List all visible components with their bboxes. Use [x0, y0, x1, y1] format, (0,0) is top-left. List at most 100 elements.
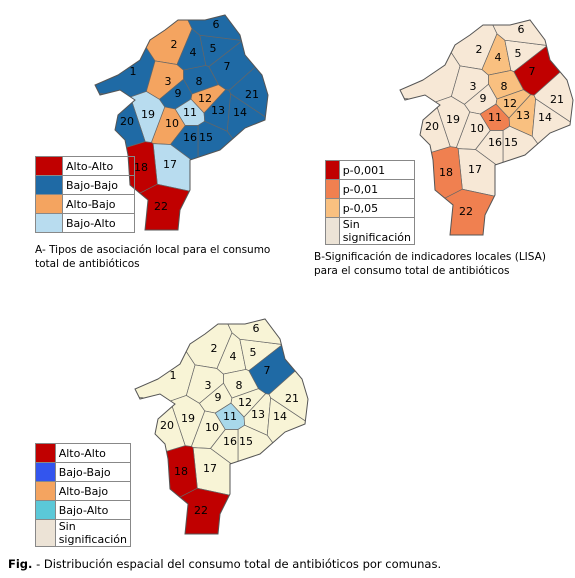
district-label: 16	[223, 435, 237, 448]
map-outline	[399, 19, 574, 236]
district-label: 10	[470, 122, 484, 135]
district-label: 19	[181, 412, 195, 425]
legend: p-0,001 p-0,01 p-0,05 Sin significación	[325, 160, 416, 245]
district-label: 21	[285, 392, 299, 405]
legend-entry: Alto-Bajo	[35, 194, 135, 214]
district-label: 11	[183, 106, 197, 119]
district-label: 17	[468, 163, 482, 176]
district-label: 20	[120, 115, 134, 128]
district-label: 3	[165, 75, 172, 88]
district-label: 18	[134, 161, 148, 174]
district-label: 5	[515, 47, 522, 60]
district-label: 11	[223, 410, 237, 423]
map-outline	[94, 14, 269, 231]
district-label: 8	[236, 379, 243, 392]
district	[135, 445, 198, 529]
district-label: 17	[203, 462, 217, 475]
district-label: 12	[238, 396, 252, 409]
district-label: 5	[210, 42, 217, 55]
legend-label: Bajo-Alto	[62, 213, 135, 233]
district-label: 3	[205, 379, 212, 392]
district-label: 9	[215, 391, 222, 404]
legend-swatch	[35, 156, 63, 176]
district-label: 14	[538, 111, 552, 124]
district-label: 12	[503, 97, 517, 110]
legend-label: p-0,05	[338, 198, 416, 218]
district-label: 22	[194, 504, 208, 517]
district-label: 1	[170, 369, 177, 382]
district-label: 13	[211, 104, 225, 117]
legend-swatch	[35, 481, 56, 501]
legend-entry: p-0,01	[325, 179, 416, 199]
legend-swatch	[35, 175, 63, 195]
district-label: 20	[425, 120, 439, 133]
district-label: 20	[160, 419, 174, 432]
district-label: 22	[459, 205, 473, 218]
figure-text: - Distribución espacial del consumo tota…	[36, 557, 442, 571]
district-label: 15	[199, 131, 213, 144]
district-label: 9	[175, 87, 182, 100]
legend-entry: Bajo-Alto	[35, 500, 132, 520]
legend-swatch	[35, 519, 56, 547]
district-label: 7	[529, 65, 536, 78]
legend-swatch	[35, 213, 63, 233]
district-label: 19	[446, 113, 460, 126]
legend-entry: Bajo-Alto	[35, 213, 135, 233]
district-label: 4	[495, 51, 502, 64]
legend-label: Alto-Alto	[62, 156, 135, 176]
district-label: 19	[141, 108, 155, 121]
legend-entry: Bajo-Bajo	[35, 175, 135, 195]
district-label: 15	[504, 136, 518, 149]
legend-swatch	[325, 160, 340, 180]
district-label: 21	[550, 93, 564, 106]
districts	[135, 319, 308, 534]
legend-entry: p-0,001	[325, 160, 416, 180]
legend-swatch	[35, 462, 56, 482]
legend-label: Bajo-Bajo	[62, 175, 135, 195]
district-label: 6	[253, 322, 260, 335]
district	[416, 20, 498, 70]
legend-swatch	[35, 500, 56, 520]
district-label: 13	[251, 408, 265, 421]
district-label: 1	[130, 65, 137, 78]
legend-entry: Alto-Alto	[35, 443, 132, 463]
legend-label: Alto-Alto	[54, 443, 132, 463]
legend-swatch	[325, 217, 340, 245]
legend-label: Sin significación	[54, 519, 132, 547]
figure-label: Fig.	[8, 557, 33, 571]
legend-swatch	[35, 194, 63, 214]
district-label: 18	[439, 166, 453, 179]
legend-label: p-0,01	[338, 179, 416, 199]
district	[135, 487, 308, 534]
legend-entry: p-0,05	[325, 198, 416, 218]
district	[533, 40, 573, 139]
district-label: 11	[488, 111, 502, 124]
district-label: 2	[211, 342, 218, 355]
legend: Alto-Alto Bajo-Bajo Alto-Bajo Bajo-Alto Sin …	[35, 443, 132, 547]
district-label: 16	[183, 131, 197, 144]
district-label: 17	[163, 158, 177, 171]
district-label: 8	[196, 75, 203, 88]
district-label: 10	[165, 117, 179, 130]
legend-swatch	[35, 443, 56, 463]
district	[400, 20, 461, 103]
district-label: 10	[205, 421, 219, 434]
district-label: 12	[198, 92, 212, 105]
legend-swatch	[325, 179, 340, 199]
district	[151, 319, 233, 369]
district-label: 22	[154, 200, 168, 213]
district-label: 4	[190, 46, 197, 59]
map-caption: B-Significación de indicadores locales (…	[314, 251, 546, 277]
district-label: 4	[230, 350, 237, 363]
district-label: 2	[171, 38, 178, 51]
legend-swatch	[325, 198, 340, 218]
district	[228, 35, 268, 134]
district	[95, 15, 156, 98]
map-caption: A- Tipos de asociación local para el con…	[35, 244, 271, 270]
legend-entry: Sin significación	[35, 519, 132, 547]
district	[268, 339, 308, 438]
district-label: 9	[480, 92, 487, 105]
legend: Alto-Alto Bajo-Bajo Alto-Bajo Bajo-Alto	[35, 156, 135, 233]
